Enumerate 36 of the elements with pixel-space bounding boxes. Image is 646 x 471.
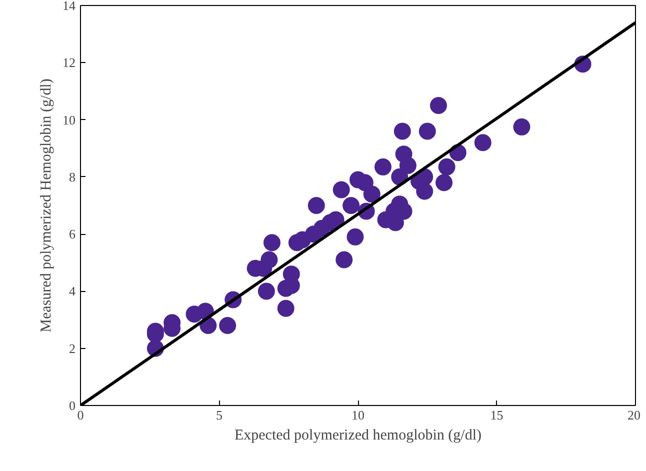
point bbox=[399, 157, 416, 174]
point bbox=[219, 317, 236, 334]
point bbox=[374, 158, 392, 176]
point bbox=[336, 251, 353, 268]
point bbox=[277, 300, 294, 317]
point bbox=[342, 197, 360, 214]
point bbox=[346, 228, 364, 246]
x-tick-label: 20 bbox=[628, 408, 640, 422]
x-tick-label: 15 bbox=[490, 408, 504, 422]
y-tick-label: 10 bbox=[62, 112, 76, 128]
point bbox=[363, 186, 380, 203]
y-tick-label: 8 bbox=[69, 169, 76, 184]
point bbox=[258, 282, 275, 300]
point bbox=[438, 158, 456, 176]
point bbox=[260, 251, 278, 268]
y-tick-label: 14 bbox=[62, 0, 76, 13]
point bbox=[327, 211, 344, 228]
point bbox=[430, 97, 447, 114]
point bbox=[394, 122, 411, 140]
y-axis-title: Measured polymerized Hemoglobin (g/dl) bbox=[38, 78, 54, 332]
y-tick-label: 2 bbox=[69, 340, 76, 356]
point bbox=[418, 122, 436, 140]
point bbox=[474, 134, 492, 152]
y-tick-label: 4 bbox=[69, 284, 76, 299]
y-tick-label: 6 bbox=[69, 226, 76, 242]
point bbox=[332, 181, 350, 198]
x-axis-title: Expected polymerized hemoglobin (g/dl) bbox=[234, 428, 482, 444]
point bbox=[513, 118, 530, 136]
y-tick-label: 12 bbox=[62, 55, 76, 70]
point bbox=[263, 234, 280, 252]
point bbox=[436, 174, 453, 192]
x-tick-label: 5 bbox=[216, 408, 222, 422]
point bbox=[308, 197, 325, 214]
y-tick-label: 0 bbox=[69, 398, 76, 413]
x-tick-label: 10 bbox=[352, 408, 364, 422]
point bbox=[416, 182, 434, 200]
